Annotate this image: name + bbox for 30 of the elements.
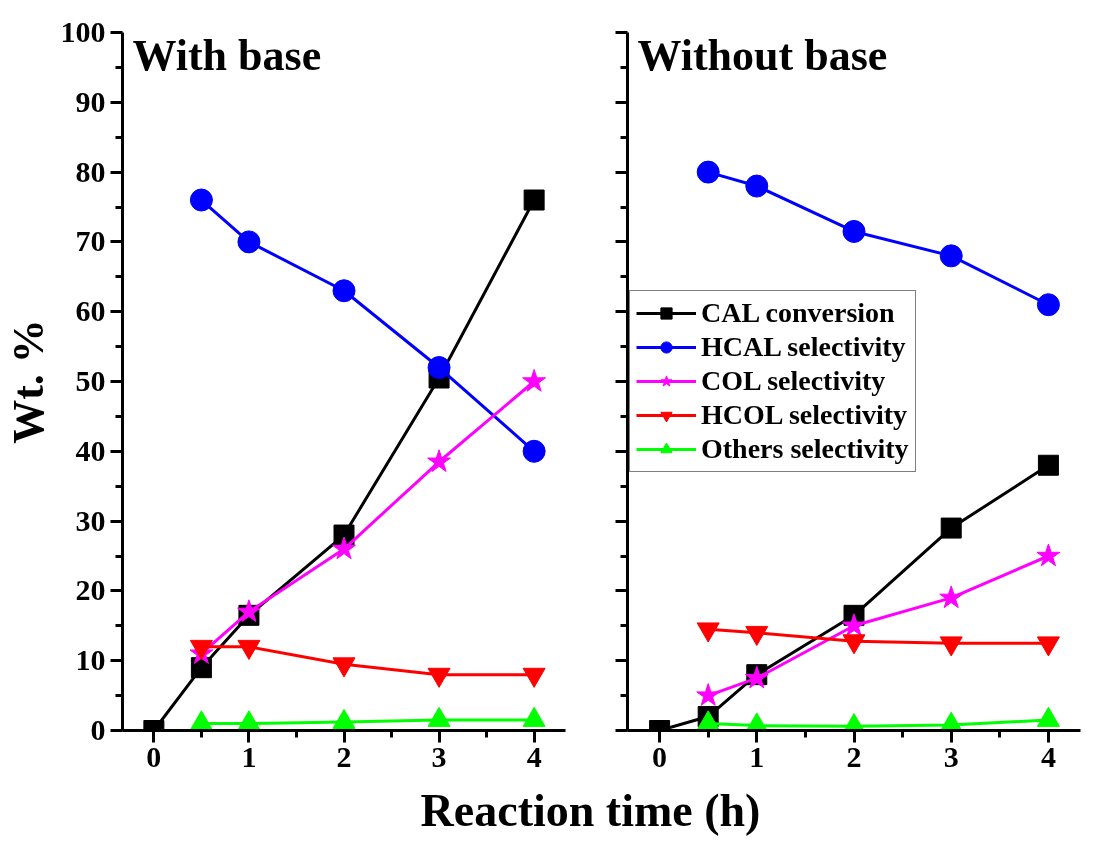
x-tick-label: 0 (652, 739, 668, 773)
y-tick-label: 70 (75, 224, 106, 258)
legend-label: HCAL selectivity (701, 331, 906, 363)
x-tick-label: 4 (526, 739, 542, 773)
x-tick-label: 2 (846, 739, 862, 773)
legend-label: Others selectivity (701, 433, 909, 465)
x-tick-label: 0 (146, 739, 162, 773)
y-tick-label: 30 (75, 503, 106, 537)
y-tick-label: 0 (90, 713, 106, 746)
x-tick-label: 1 (749, 739, 765, 773)
y-tick-label: 60 (75, 294, 106, 328)
x-axis-title: Reaction time (h) (420, 785, 761, 836)
y-tick-label: 10 (75, 643, 106, 677)
x-tick-label: 3 (943, 739, 959, 773)
y-tick-label: 100 (60, 15, 106, 48)
y-axis-title: Wt. % (3, 319, 53, 444)
y-tick-label: 90 (75, 84, 106, 118)
y-tick-label: 50 (75, 364, 106, 397)
legend-label: CAL conversion (701, 297, 895, 329)
legend-label: HCOL selectivity (701, 399, 908, 431)
legend-label: COL selectivity (701, 365, 886, 397)
x-tick-label: 3 (431, 739, 447, 773)
y-tick-label: 80 (75, 154, 106, 188)
x-tick-label: 2 (336, 739, 352, 773)
chart-title: With base (132, 30, 322, 80)
y-tick-label: 40 (75, 433, 106, 467)
x-tick-label: 4 (1040, 739, 1056, 773)
y-tick-label: 20 (75, 573, 106, 607)
chart-title: Without base (637, 30, 888, 80)
x-tick-label: 1 (241, 739, 257, 773)
